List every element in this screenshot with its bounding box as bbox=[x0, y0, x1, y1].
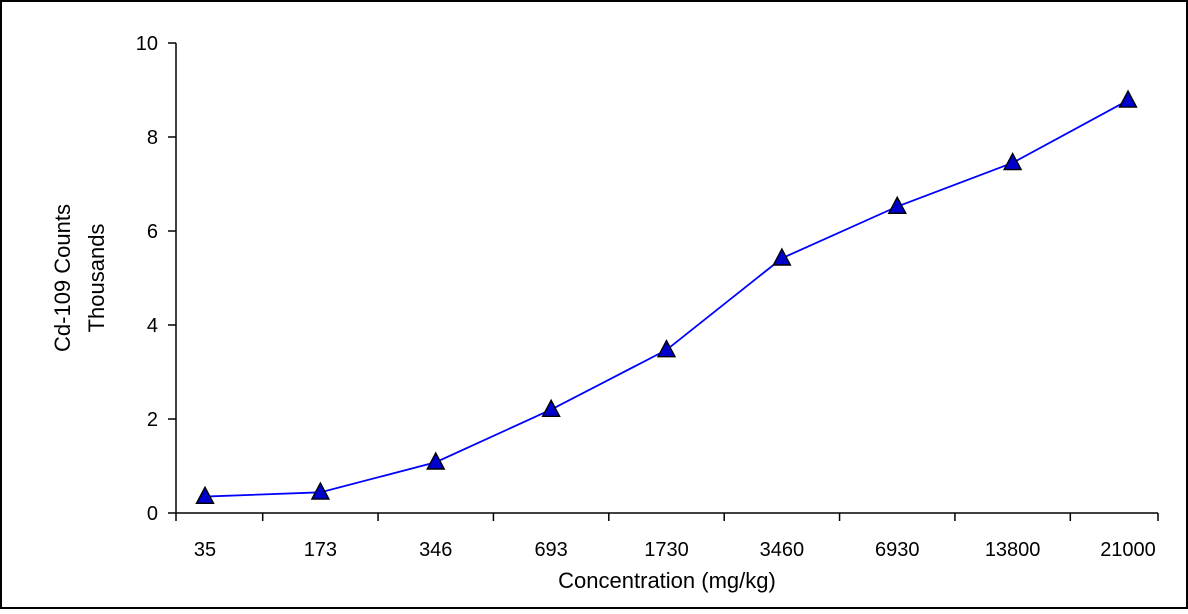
data-point-marker bbox=[541, 398, 561, 418]
data-point-marker bbox=[887, 195, 907, 215]
data-point-marker bbox=[1002, 152, 1023, 171]
x-tick-label: 21000 bbox=[1100, 539, 1156, 561]
x-tick-label: 346 bbox=[419, 539, 452, 561]
data-point-marker bbox=[310, 481, 331, 500]
x-tick-label: 35 bbox=[194, 539, 216, 561]
y-axis-title-line1: Cd-109 Counts bbox=[50, 204, 75, 352]
y-tick-label: 6 bbox=[147, 221, 158, 243]
data-point-marker bbox=[426, 451, 446, 470]
x-tick-label: 173 bbox=[304, 539, 337, 561]
x-tick-label: 3460 bbox=[760, 539, 805, 561]
x-tick-label: 6930 bbox=[875, 539, 920, 561]
y-tick-label: 10 bbox=[136, 33, 158, 55]
x-tick-label: 13800 bbox=[985, 539, 1041, 561]
y-tick-label: 8 bbox=[147, 127, 158, 149]
x-axis-ticks: 35 173 346 693 1730 3460 6930 13800 21000 bbox=[175, 513, 1159, 561]
data-point-marker bbox=[195, 485, 215, 504]
series-layer bbox=[195, 89, 1138, 504]
x-tick-label: 1730 bbox=[644, 539, 689, 561]
y-tick-label: 4 bbox=[147, 315, 158, 337]
y-axis-title-line2: Thousands bbox=[84, 224, 109, 333]
y-axis-ticks: 0 2 4 6 8 10 bbox=[136, 33, 176, 525]
y-tick-label: 0 bbox=[147, 503, 158, 525]
y-tick-label: 2 bbox=[147, 409, 158, 431]
data-point-marker bbox=[656, 339, 677, 358]
data-point-marker bbox=[1118, 89, 1138, 108]
x-axis-title: Concentration (mg/kg) bbox=[558, 568, 776, 593]
x-tick-label: 693 bbox=[534, 539, 567, 561]
data-point-marker bbox=[772, 247, 792, 266]
